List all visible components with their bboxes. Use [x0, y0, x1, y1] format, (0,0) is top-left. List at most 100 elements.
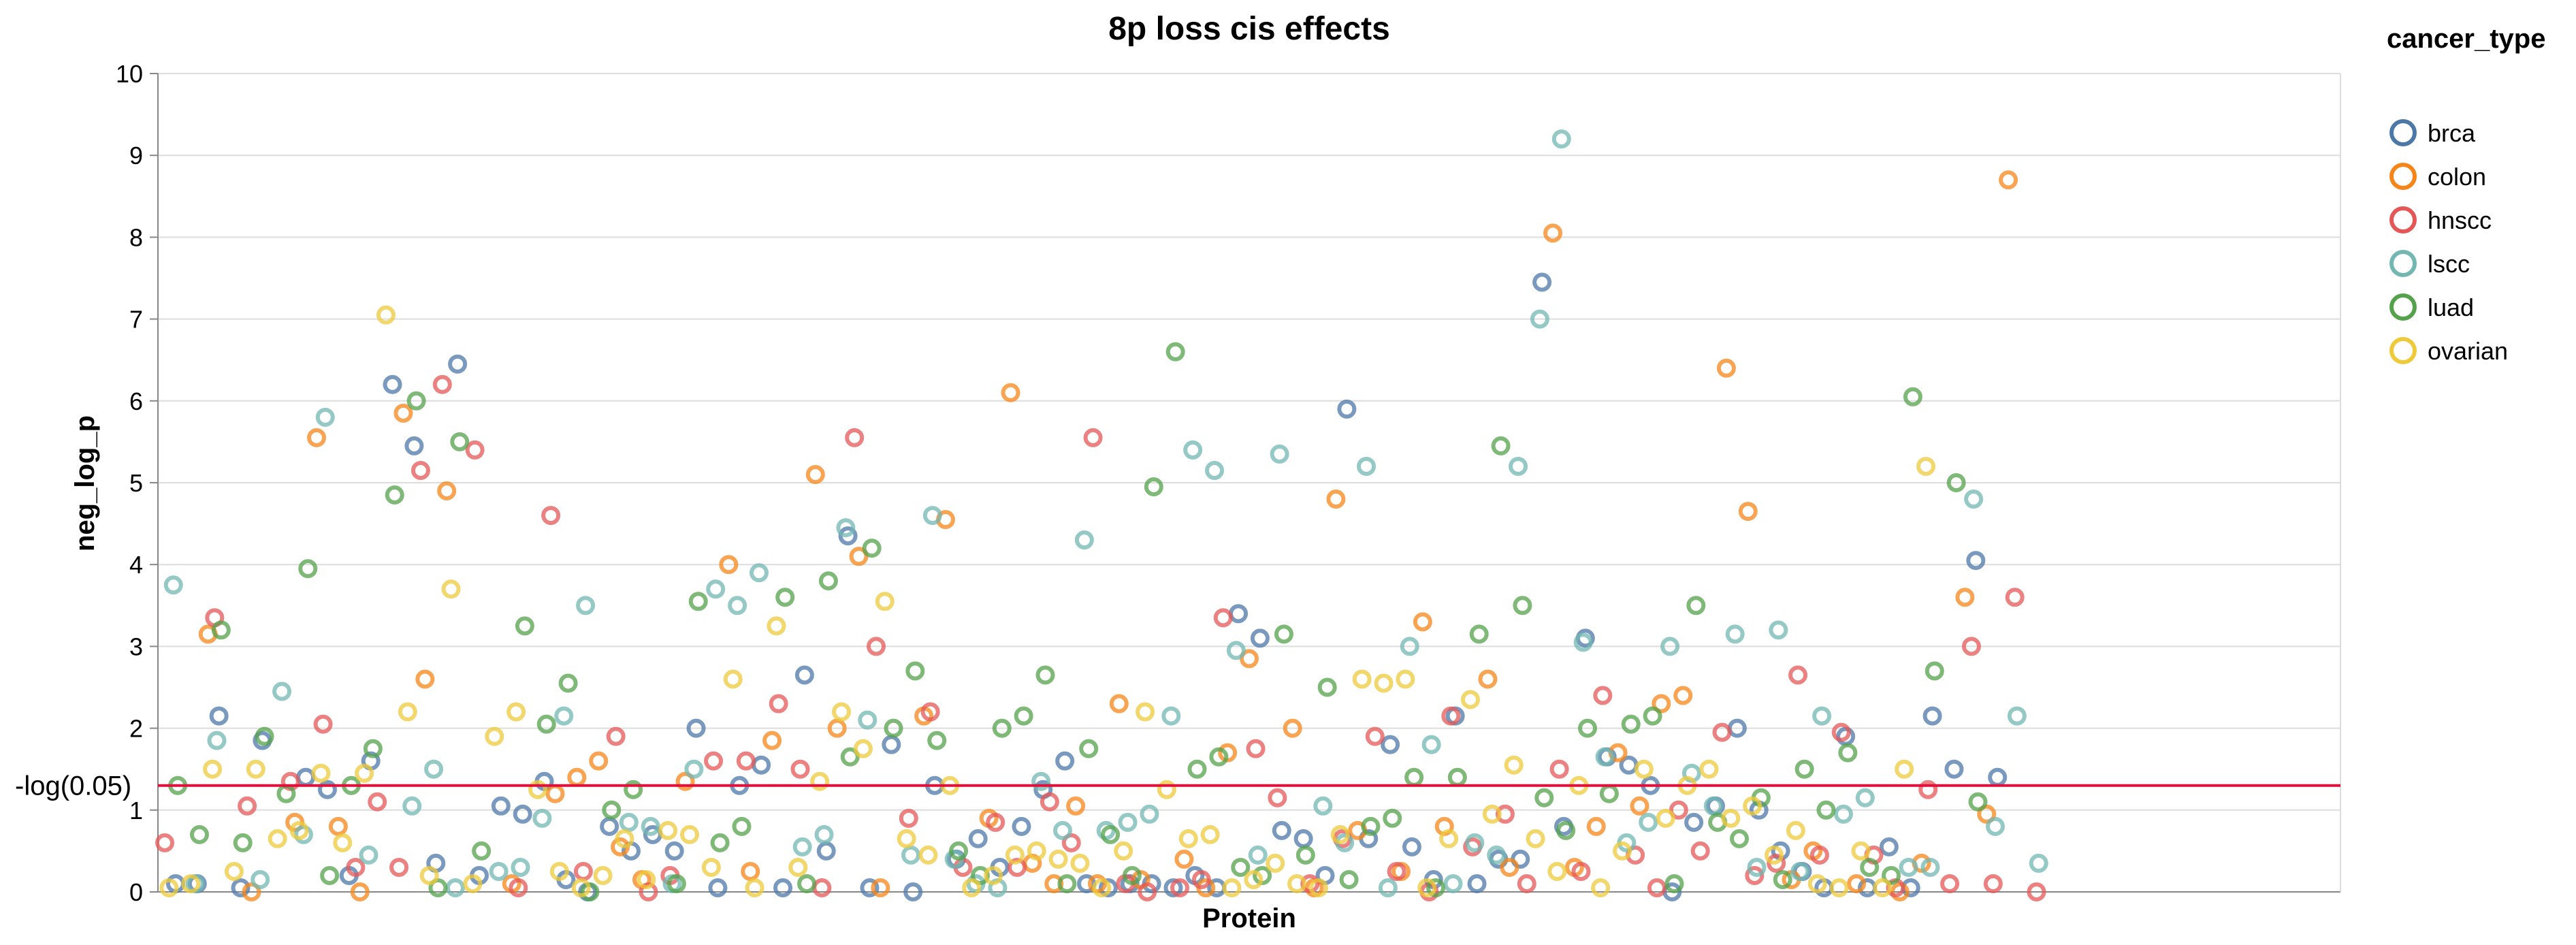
data-point-hnscc [1647, 878, 1667, 897]
series-luad [168, 342, 1988, 901]
data-point-colon [1543, 223, 1563, 243]
data-point-ovarian [1851, 841, 1871, 861]
data-point-hnscc [1571, 861, 1591, 881]
data-point-brca [1944, 759, 1964, 779]
data-point-luad [1838, 743, 1858, 763]
data-point-luad [1122, 865, 1142, 885]
data-point-colon [1066, 796, 1086, 816]
data-point-hnscc [1712, 722, 1732, 742]
series-colon [198, 170, 2018, 901]
data-point-ovarian [1178, 829, 1198, 848]
data-point-ovarian [1114, 841, 1133, 861]
data-point-lscc [1530, 309, 1549, 329]
data-point-lscc [1703, 796, 1723, 816]
y-axis-title: neg_log_p [70, 415, 100, 551]
data-point-luad [255, 726, 274, 746]
data-point-ovarian [181, 874, 201, 893]
data-point-hnscc [410, 460, 430, 480]
data-point-lscc [1551, 129, 1571, 149]
data-point-brca [773, 878, 793, 897]
data-point-luad [710, 833, 730, 852]
data-point-ovarian [528, 780, 547, 799]
data-point-lscc [163, 575, 183, 595]
data-point-luad [840, 747, 860, 767]
data-point-brca [1402, 837, 1421, 856]
data-point-brca [860, 878, 880, 897]
data-point-luad [775, 588, 795, 607]
data-point-hnscc [1549, 759, 1569, 779]
data-point-colon [1240, 649, 1259, 669]
data-point-lscc [445, 878, 465, 897]
data-point-lscc [641, 816, 660, 836]
data-point-brca [209, 706, 229, 726]
data-point-luad [1035, 665, 1055, 685]
data-point-hnscc [1083, 428, 1103, 447]
data-point-lscc [2007, 706, 2027, 726]
data-point-brca [1879, 837, 1899, 856]
legend-item-luad: luad [2389, 293, 2474, 321]
data-point-hnscc [1387, 861, 1406, 881]
data-point-luad [688, 592, 708, 611]
data-point-lscc [1248, 845, 1268, 865]
data-point-hnscc [1213, 608, 1233, 628]
data-point-luad [1968, 792, 1988, 812]
data-point-ovarian [1634, 759, 1654, 779]
data-point-hnscc [1365, 726, 1385, 746]
data-point-brca [1098, 878, 1118, 897]
data-point-ovarian [1352, 669, 1372, 689]
data-point-brca [1966, 551, 1986, 571]
data-point-ovarian [1526, 829, 1545, 848]
data-point-ovarian [593, 865, 613, 885]
data-point-hnscc [1517, 874, 1536, 893]
data-point-ovarian [1547, 861, 1567, 881]
data-point-luad [233, 833, 253, 852]
series-lscc [163, 129, 2048, 897]
data-point-lscc [1812, 706, 1832, 726]
legend-symbol [2389, 163, 2417, 190]
data-point-luad [1383, 808, 1402, 828]
data-point-hnscc [1040, 792, 1059, 812]
data-point-hnscc [1788, 665, 1808, 685]
data-point-hnscc [1008, 857, 1027, 877]
data-point-ovarian [1786, 820, 1805, 840]
data-point-luad [1643, 706, 1662, 726]
data-point-lscc [1205, 460, 1225, 480]
data-point-ovarian [1157, 780, 1176, 799]
legend-symbol [2389, 293, 2417, 321]
data-point-luad [666, 874, 686, 893]
data-point-ovarian [897, 829, 916, 848]
data-point-hnscc [346, 857, 366, 877]
data-point-lscc [359, 845, 379, 865]
data-point-lscc [554, 706, 574, 726]
data-point-lscc [1031, 771, 1051, 791]
data-point-ovarian [1330, 824, 1350, 844]
data-point-colon [1109, 694, 1129, 714]
data-point-lscc [1118, 812, 1138, 832]
data-point-luad [406, 391, 426, 411]
data-point-hnscc [867, 637, 886, 656]
data-point-hnscc [1940, 874, 1960, 893]
data-point-colon [1586, 816, 1606, 836]
data-point-brca [1012, 816, 1031, 836]
data-point-hnscc [368, 792, 387, 812]
data-point-luad [884, 718, 903, 738]
legend-label: ovarian [2428, 337, 2508, 365]
data-point-brca [513, 804, 532, 824]
data-point-lscc [402, 796, 422, 816]
data-point-ovarian [853, 739, 873, 758]
data-point-hnscc [1170, 878, 1190, 897]
data-point-ovarian [224, 861, 244, 881]
data-point-hnscc [1690, 841, 1710, 861]
data-point-lscc [1378, 878, 1398, 897]
data-point-ovarian [615, 829, 634, 848]
data-point-lscc [1465, 833, 1485, 852]
data-point-luad [862, 539, 882, 558]
data-point-lscc [684, 759, 704, 779]
data-point-ovarian [441, 579, 461, 599]
data-point-brca [1467, 874, 1487, 893]
data-point-colon [1999, 170, 2018, 190]
data-point-hnscc [573, 861, 593, 881]
data-point-brca [1684, 812, 1704, 832]
data-point-luad [1599, 784, 1619, 803]
data-point-ovarian [962, 878, 982, 897]
